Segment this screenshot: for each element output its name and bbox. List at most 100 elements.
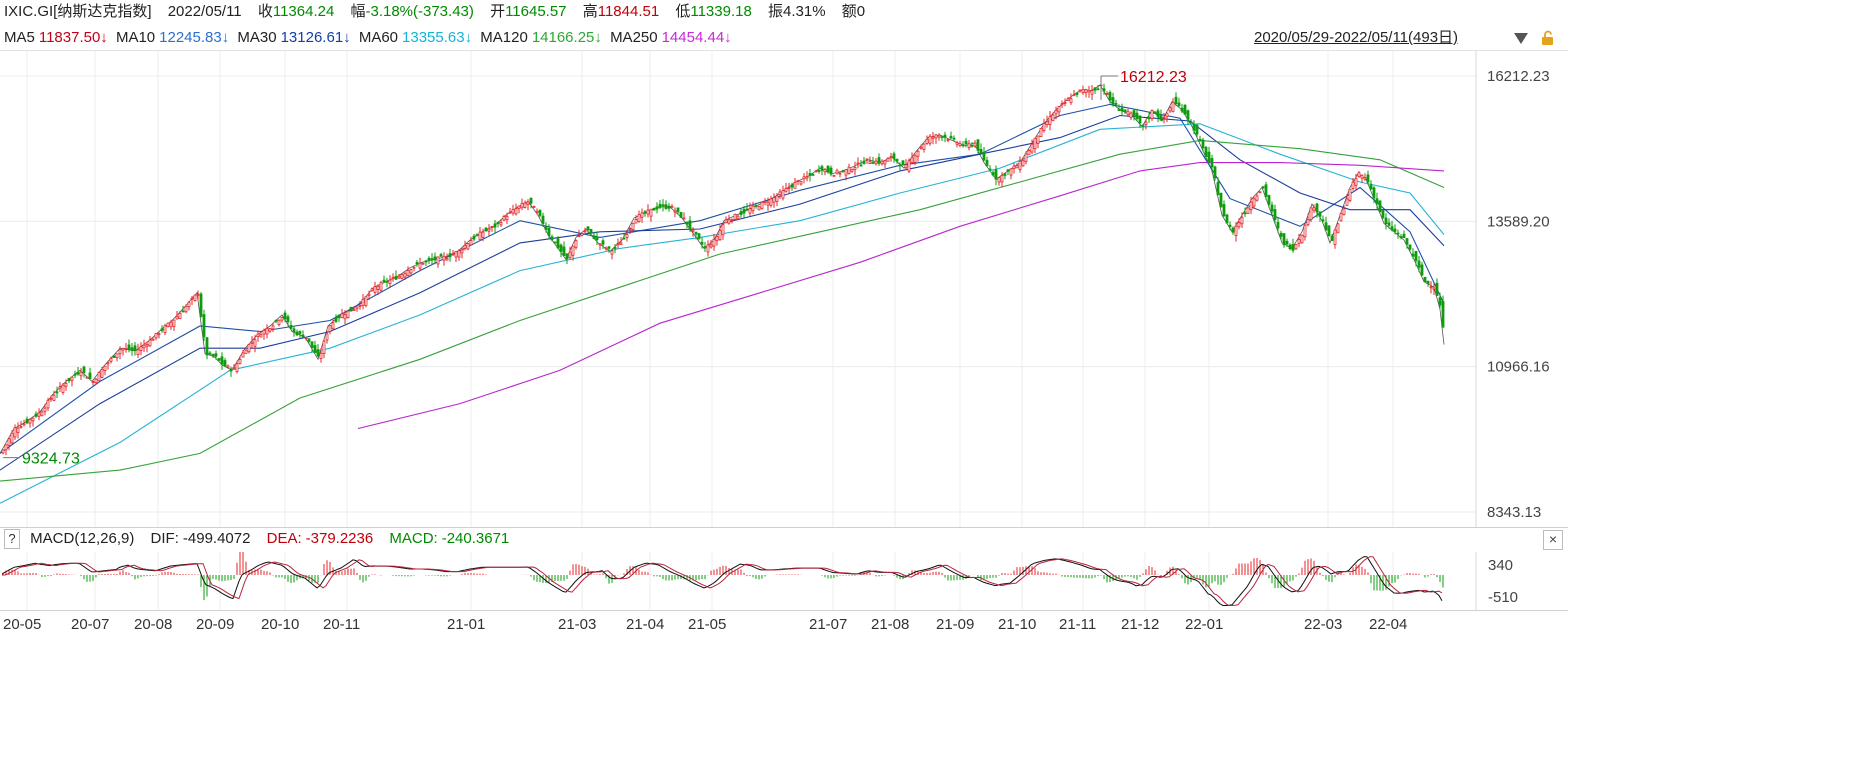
candle-body xyxy=(34,413,38,417)
candle-body xyxy=(934,134,938,139)
candle-body xyxy=(262,329,266,335)
candle-body xyxy=(511,209,515,214)
candle-body xyxy=(568,251,572,258)
candle-body xyxy=(235,363,239,373)
candle-body xyxy=(769,198,773,206)
candle-body xyxy=(1360,174,1364,179)
candle-body xyxy=(451,253,455,256)
candle-body xyxy=(1102,88,1106,92)
candle-body xyxy=(1216,182,1220,196)
candle-body xyxy=(340,313,344,319)
candle-body xyxy=(268,328,272,332)
candle-body xyxy=(1333,229,1337,245)
candle-body xyxy=(1072,94,1076,97)
candle-body xyxy=(757,206,761,211)
candle-body xyxy=(901,160,905,166)
symbol-name[interactable]: IXIC.GI[纳斯达克指数] xyxy=(4,3,152,20)
amplitude-value: 4.31% xyxy=(783,3,826,20)
candle-body xyxy=(796,179,800,182)
candle-body xyxy=(247,344,251,353)
candle-body xyxy=(169,321,173,328)
candle-body xyxy=(898,164,902,167)
candle-body xyxy=(793,181,797,189)
candle-body xyxy=(19,426,23,429)
candle-body xyxy=(1084,89,1088,94)
candle-body xyxy=(559,244,563,252)
candle-body xyxy=(67,377,71,382)
candle-body xyxy=(1228,224,1232,228)
ma10-label: MA10 xyxy=(115,29,156,46)
candle-body xyxy=(532,206,536,208)
candle-body xyxy=(820,166,824,171)
dif-line xyxy=(1,556,1443,606)
x-tick-label: 22-04 xyxy=(1369,616,1408,633)
ma250-value: 14454.44↓ xyxy=(661,29,732,46)
candle-body xyxy=(373,286,377,293)
candle-body xyxy=(55,391,59,394)
candle-body xyxy=(16,427,20,433)
candle-body xyxy=(1426,280,1430,284)
candle-body xyxy=(613,247,617,249)
candle-body xyxy=(118,349,122,355)
candle-body xyxy=(82,366,86,373)
candle-body xyxy=(424,260,428,263)
candle-body xyxy=(58,386,62,389)
candle-body xyxy=(1366,174,1370,183)
lock-icon[interactable] xyxy=(1540,30,1556,46)
candle-body xyxy=(631,222,635,231)
macd-chart[interactable]: 340 -510 xyxy=(0,552,1568,610)
candle-body xyxy=(961,144,965,147)
candle-body xyxy=(1183,104,1187,115)
candle-body xyxy=(1345,198,1349,206)
candle-body xyxy=(232,367,236,369)
close-icon[interactable]: × xyxy=(1543,530,1563,550)
candle-body xyxy=(619,242,623,246)
candle-body xyxy=(13,427,17,438)
candle-body xyxy=(1270,204,1274,212)
candle-body xyxy=(1195,124,1199,135)
ma120-value: 14166.25↓ xyxy=(531,29,602,46)
candle-body xyxy=(1330,236,1334,241)
candle-body xyxy=(142,344,146,349)
macd-header: ? MACD(12,26,9) DIF: -499.4072 DEA: -379.2… xyxy=(4,529,509,549)
close-label: 收 xyxy=(257,3,273,20)
candle-body xyxy=(673,210,677,213)
candle-body xyxy=(418,262,422,269)
help-button[interactable]: ? xyxy=(4,529,20,549)
candle-body xyxy=(1369,184,1373,190)
candle-body xyxy=(133,345,137,351)
candle-body xyxy=(457,250,461,258)
date-range-selector[interactable]: 2020/05/29-2022/05/11(493日) xyxy=(1254,29,1459,46)
candle-body xyxy=(652,207,656,211)
candle-body xyxy=(1351,181,1355,189)
candle-body xyxy=(685,221,689,225)
candle-body xyxy=(1381,210,1385,218)
high-label: 高 xyxy=(582,3,598,20)
candle-body xyxy=(754,205,758,207)
macd-ytick-top: 340 xyxy=(1488,557,1513,574)
candle-body xyxy=(562,246,566,256)
candle-body xyxy=(1054,109,1058,115)
macd-title[interactable]: MACD(12,26,9) xyxy=(30,530,135,547)
dea-label: DEA: xyxy=(266,530,302,547)
chevron-down-icon[interactable] xyxy=(1514,33,1528,44)
candle-body xyxy=(799,181,803,185)
x-axis-separator xyxy=(0,610,1568,611)
candle-body xyxy=(1117,109,1121,111)
candle-body xyxy=(1039,128,1043,138)
candle-body xyxy=(253,339,257,347)
candle-body xyxy=(1036,135,1040,144)
candle-body xyxy=(1060,103,1064,106)
candle-body xyxy=(1306,219,1310,226)
candle-body xyxy=(904,164,908,169)
macd-label: MACD: xyxy=(389,530,438,547)
candle-body xyxy=(958,142,962,146)
candle-body xyxy=(1300,234,1304,244)
candle-body xyxy=(304,337,308,339)
candle-body xyxy=(97,372,101,382)
candle-body xyxy=(679,212,683,218)
candle-body xyxy=(1042,123,1046,131)
candle-body xyxy=(700,241,704,245)
candlestick-chart[interactable]: 16212.23 9324.73 16212.23 13589.20 10966.1… xyxy=(0,51,1568,527)
candle-body xyxy=(703,246,707,249)
